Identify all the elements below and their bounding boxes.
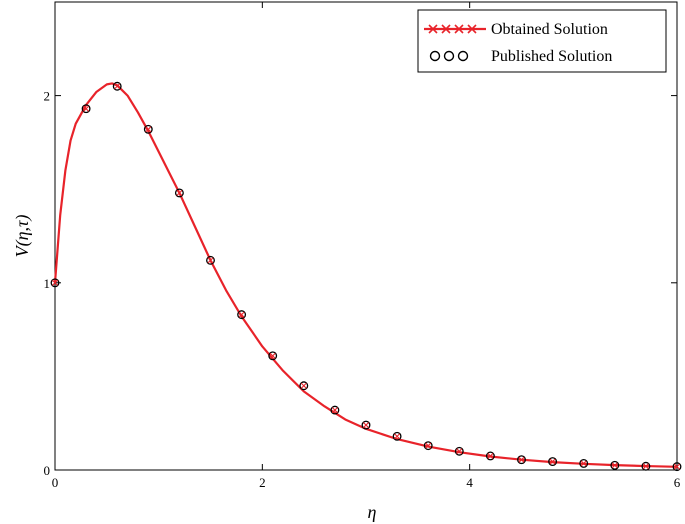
ticks (54, 2, 678, 471)
x-tick-label: 0 (52, 475, 59, 490)
series-lines (53, 82, 678, 468)
data-point-published-solution (548, 457, 558, 467)
series-line-obtained-solution (53, 82, 678, 468)
plot-frame (54, 1, 678, 471)
legend-box (417, 9, 667, 73)
legend-published-solution-label: Published Solution (491, 48, 612, 65)
x-tick-label: 2 (259, 475, 266, 490)
data-point-published-solution (299, 381, 309, 391)
data-point-published-solution (423, 441, 433, 451)
series-markers (50, 81, 682, 472)
y-tick-label: 2 (44, 89, 51, 104)
tick-labels: 0 2 4 6 0 1 2 (44, 89, 681, 490)
data-point-published-solution (672, 462, 682, 472)
data-point-published-solution (392, 431, 402, 441)
legend: Obtained Solution Published Solution (417, 9, 667, 73)
data-point-published-solution (517, 455, 526, 465)
data-point-published-solution (174, 188, 184, 198)
legend-obtained-solution-marker (424, 24, 486, 34)
data-point-published-solution (361, 420, 371, 430)
x-axis-label: η (368, 502, 377, 522)
y-tick-label: 1 (44, 276, 51, 291)
data-point-published-solution (579, 458, 589, 468)
data-point-published-solution (268, 351, 278, 361)
data-point-published-solution (206, 255, 215, 265)
x-tick-label: 6 (674, 475, 681, 490)
data-point-published-solution (81, 104, 91, 114)
data-point-published-solution (237, 310, 247, 320)
data-point-published-solution (454, 446, 464, 456)
data-point-published-solution (641, 461, 651, 471)
legend-published-solution-marker (429, 50, 469, 62)
data-point-published-solution (112, 81, 122, 91)
y-axis-label: V(η,τ) (12, 215, 33, 258)
data-point-published-solution (330, 405, 340, 415)
legend-obtained-solution-label: Obtained Solution (491, 21, 608, 38)
data-point-published-solution (610, 460, 620, 470)
data-point-published-solution (50, 278, 60, 288)
data-point-published-solution (143, 124, 153, 134)
y-tick-label: 0 (44, 463, 51, 478)
data-point-published-solution (485, 451, 495, 461)
x-tick-label: 4 (466, 475, 473, 490)
